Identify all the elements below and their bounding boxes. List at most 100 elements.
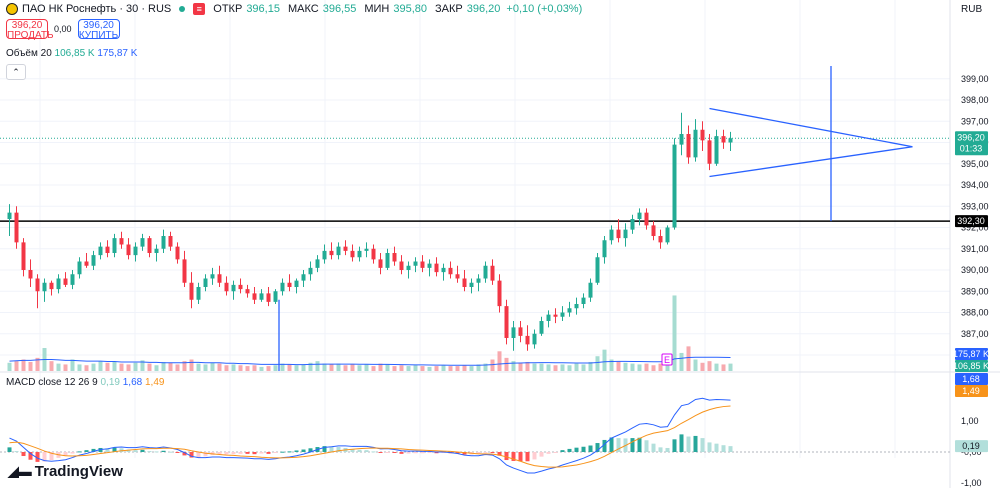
- volume-bar: [308, 362, 313, 371]
- volume-bar: [70, 359, 75, 371]
- candle-body: [637, 212, 642, 219]
- candle-body: [567, 308, 572, 313]
- volume-bar: [175, 364, 180, 371]
- volume-bar: [651, 365, 656, 371]
- volume-bar: [238, 365, 243, 371]
- macd-legend[interactable]: MACD close 12 26 9 0,19 1,68 1,49: [6, 377, 164, 388]
- pause-icon[interactable]: ≡: [193, 3, 206, 15]
- volume-bar: [392, 366, 397, 371]
- volume-bar: [483, 363, 488, 371]
- trade-panel: 396,20 ПРОДАТЬ 0,00 396,20 КУПИТЬ: [6, 19, 120, 41]
- volume-bar: [525, 361, 530, 371]
- macd-histogram-bar: [476, 452, 481, 454]
- volume-bar: [707, 361, 712, 371]
- volume-bar: [315, 361, 320, 371]
- volume-bar: [161, 361, 166, 371]
- candle-body: [728, 138, 733, 143]
- macd-histogram-bar: [686, 436, 691, 452]
- candle-body: [210, 274, 215, 279]
- macd-histogram-bar: [301, 449, 306, 452]
- open-value: 396,15: [246, 3, 280, 15]
- volume-bar: [336, 363, 341, 371]
- macd-histogram-bar: [406, 452, 411, 454]
- macd-histogram-bar: [273, 452, 278, 453]
- volume-bar: [343, 365, 348, 371]
- macd-histogram-bar: [574, 447, 579, 452]
- volume-bar: [266, 366, 271, 371]
- macd-value-label-text: 1,68: [962, 374, 980, 384]
- volume-bar: [434, 366, 439, 371]
- buy-label: КУПИТЬ: [78, 30, 119, 41]
- price-axis: 399,00398,00397,00396,00395,00394,00393,…: [953, 74, 989, 488]
- volume-bar: [497, 351, 502, 371]
- volume-bar: [133, 362, 138, 371]
- volume-bar: [532, 363, 537, 371]
- candle-body: [686, 134, 691, 158]
- macd-histogram-bar: [105, 448, 110, 452]
- candle-body: [182, 259, 187, 283]
- sell-button[interactable]: 396,20 ПРОДАТЬ: [6, 19, 54, 41]
- volume-bar: [217, 363, 222, 371]
- volume-bar: [714, 363, 719, 371]
- volume-bar: [679, 352, 684, 371]
- macd-legend-macd: 1,68: [122, 377, 143, 388]
- low-value: 395,80: [393, 3, 428, 15]
- currency-selector[interactable]: RUB: [961, 4, 983, 15]
- volume-bar: [406, 366, 411, 371]
- volume-bar: [154, 365, 159, 371]
- macd-histogram-bar: [581, 446, 586, 452]
- candle-body: [189, 282, 194, 300]
- volume-bar: [448, 366, 453, 371]
- volume-bar: [56, 363, 61, 371]
- buy-button[interactable]: 396,20 КУПИТЬ: [77, 19, 120, 41]
- volume-last-label-box: [955, 360, 988, 372]
- volume-legend[interactable]: Объём 20 106,85 K 175,87 K: [6, 48, 137, 59]
- volume-bar: [63, 364, 68, 371]
- candle-body: [266, 293, 271, 302]
- candle-body: [693, 129, 698, 158]
- candle-body: [546, 314, 551, 321]
- candle-body: [700, 129, 705, 141]
- signal-value-label-box: [955, 385, 988, 397]
- volume-bar: [119, 363, 124, 371]
- candle-body: [385, 253, 390, 268]
- collapse-legend-chevron-up-icon[interactable]: ⌃: [6, 64, 26, 80]
- volume-bar: [14, 361, 19, 371]
- macd-histogram-bar: [217, 452, 222, 455]
- macd-histogram-bar: [518, 452, 523, 462]
- volume-bar: [623, 362, 628, 371]
- macd-histogram-bar: [665, 447, 670, 452]
- candle-body: [84, 261, 89, 266]
- macd-tick-label: 1,00: [961, 416, 979, 426]
- macd-histogram-bar: [651, 443, 656, 452]
- volume-bar: [511, 361, 516, 371]
- signal-line: [9, 405, 731, 468]
- candle-body: [77, 261, 82, 275]
- volume-legend-value2: 175,87 K: [97, 48, 138, 59]
- volume-bar: [609, 359, 614, 371]
- candle-body: [259, 293, 264, 300]
- candlesticks: [7, 112, 733, 351]
- macd-value-label-box: [955, 373, 988, 385]
- market-open-dot-icon: [179, 6, 186, 12]
- macd-histogram-bar: [553, 452, 558, 453]
- volume-bar: [224, 365, 229, 371]
- volume-bar: [28, 361, 33, 371]
- volume-bar: [616, 361, 621, 371]
- macd-histogram-bar: [644, 440, 649, 452]
- price-tick-label: 388,00: [961, 308, 989, 318]
- candle-body: [112, 238, 117, 253]
- macd-histogram-bar: [399, 452, 404, 454]
- price-tick-label: 387,00: [961, 329, 989, 339]
- macd-tick-label: -1,00: [961, 478, 982, 488]
- volume-bar: [357, 365, 362, 371]
- price-tick-label: 394,00: [961, 180, 989, 190]
- macd-histogram-bar: [378, 452, 383, 453]
- symbol-title[interactable]: ПАО НК Роснефть · 30 · RUS: [22, 3, 172, 15]
- macd-histogram-bar: [455, 452, 460, 454]
- volume-bar: [539, 363, 544, 371]
- volume-bar: [210, 362, 215, 371]
- volume-bar: [252, 365, 257, 371]
